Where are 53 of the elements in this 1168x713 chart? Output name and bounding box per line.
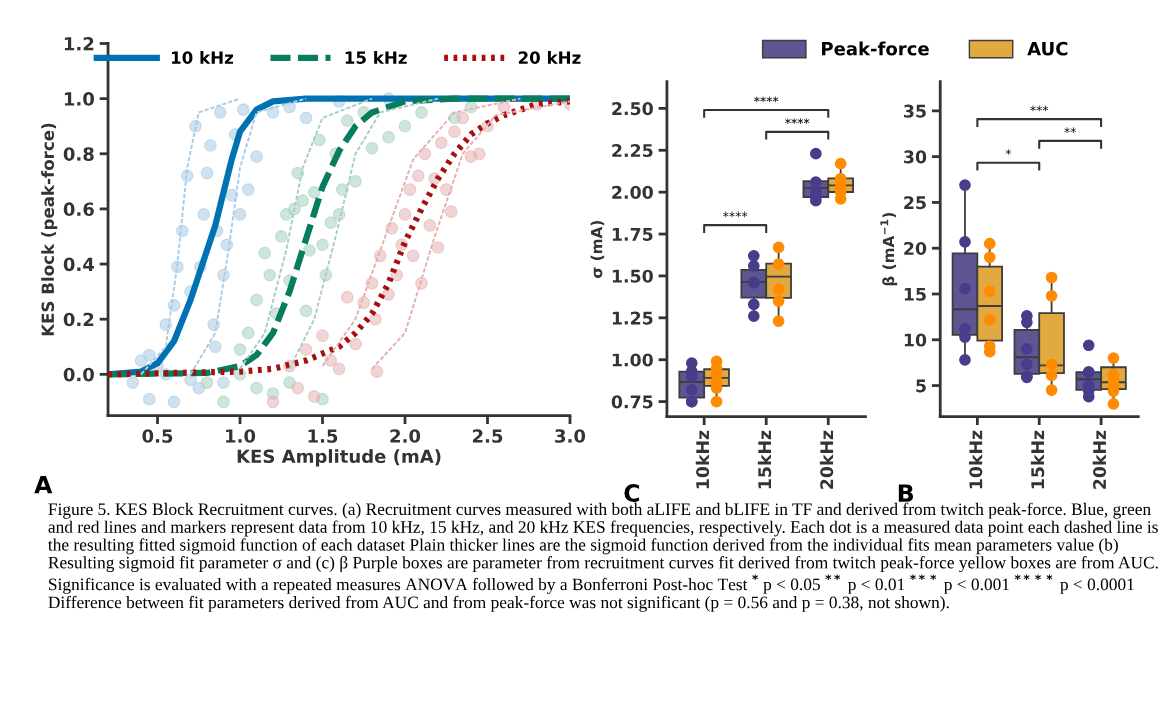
- text: Figure 5. KES Block Recruitment curves. (a) Recruitment curves measured with both aLIFE and bLIFE in TF and derived from twitch peak-force. Blue, green and red lines and markers represent data from 10 kHz, 15 kHz, and 20 kHz KES frequencies, respectively. Each dot is a measured data point each dashed line is the resulting fitted sigmoid function of each dataset Plain thicker lines are the sigmoid function derived from the individual fits mean parameters value (b) Resulting sigmoid fit parameter σ and (c) β Purple boxes are parameter from recruitment curves fit derived from twitch peak-force yellow boxes are from AUC. Significance is evaluated with a repeated measures ANOVA followed by a Bonferroni Post-hoc Test $^{*}$ p < 0.05 $^{**}$ p < 0.01 $^{***}$ p < 0.001 $^{****}$ p < 0.0001 Difference between fit parameters derived from AUC and from peak-force was not significant (p = 0.56 and p = 0.38, not shown).: [48, 502, 1158, 612]
- text: A: [34, 475, 53, 494]
- text: B: [898, 484, 914, 502]
- y-tick-label: 10: [904, 333, 927, 347]
- annotation: ***: [1030, 105, 1049, 112]
- y-tick-label: 0.75: [611, 395, 653, 409]
- x-tick-label: 0.5: [142, 429, 173, 443]
- legend-label: 10 kHz: [171, 51, 234, 64]
- x-tick-label: 10kHz: [968, 430, 983, 489]
- annotation: ****: [723, 211, 748, 218]
- y-tick-label: 0.0: [63, 367, 94, 382]
- y-tick-label: 1.0: [64, 92, 94, 106]
- x-tick-label: 1.5: [308, 429, 338, 443]
- x-tick-label: 2.0: [390, 429, 421, 443]
- y-tick-label: 25: [904, 196, 926, 210]
- x-tick-label: 2.5: [472, 429, 503, 443]
- legend-label: AUC: [1027, 41, 1068, 56]
- legend-label: Peak-force: [822, 41, 929, 56]
- y-axis-title: σ (mA): [590, 220, 605, 278]
- y-tick-label: 0.4: [63, 257, 95, 272]
- y-tick-label: 1.2: [64, 36, 94, 51]
- y-tick-label: 2.25: [612, 143, 653, 158]
- x-tick-label: 20kHz: [819, 430, 834, 489]
- x-tick-label: 10kHz: [695, 430, 710, 489]
- annotation: **: [1064, 127, 1077, 134]
- y-tick-label: 1.50: [612, 269, 653, 283]
- x-tick-label: 3.0: [555, 429, 586, 443]
- x-axis-title: KES Amplitude (mA): [237, 449, 441, 467]
- annotation: ****: [754, 96, 779, 103]
- y-tick-label: 0.8: [63, 147, 94, 161]
- annotation: ****: [785, 118, 810, 124]
- y-tick-label: 30: [904, 150, 927, 164]
- annotation: *: [1005, 149, 1012, 155]
- x-tick-label: 15kHz: [1030, 430, 1045, 489]
- text: C: [624, 484, 640, 502]
- y-tick-label: 15: [904, 287, 926, 301]
- y-tick-label: 0.6: [63, 202, 94, 217]
- x-tick-label: 20kHz: [1092, 430, 1107, 489]
- y-axis-title: KES Block (peak-force): [41, 123, 58, 336]
- y-tick-label: 5: [916, 379, 926, 393]
- legend-label: 15 kHz: [345, 51, 407, 64]
- y-tick-label: 2.50: [612, 102, 653, 116]
- y-tick-label: 2.00: [612, 185, 653, 199]
- y-axis-title: β (mA$^{−1}$): [880, 213, 898, 286]
- legend-label: 20 kHz: [518, 51, 581, 64]
- y-tick-label: 20: [904, 241, 927, 256]
- y-tick-label: 35: [904, 104, 926, 118]
- y-tick-label: 1.25: [612, 311, 653, 325]
- x-tick-label: 1.0: [226, 429, 256, 443]
- y-tick-label: 1.75: [612, 227, 653, 241]
- y-tick-label: 1.00: [612, 353, 653, 367]
- x-tick-label: 15kHz: [757, 430, 772, 489]
- y-tick-label: 0.2: [63, 312, 94, 327]
